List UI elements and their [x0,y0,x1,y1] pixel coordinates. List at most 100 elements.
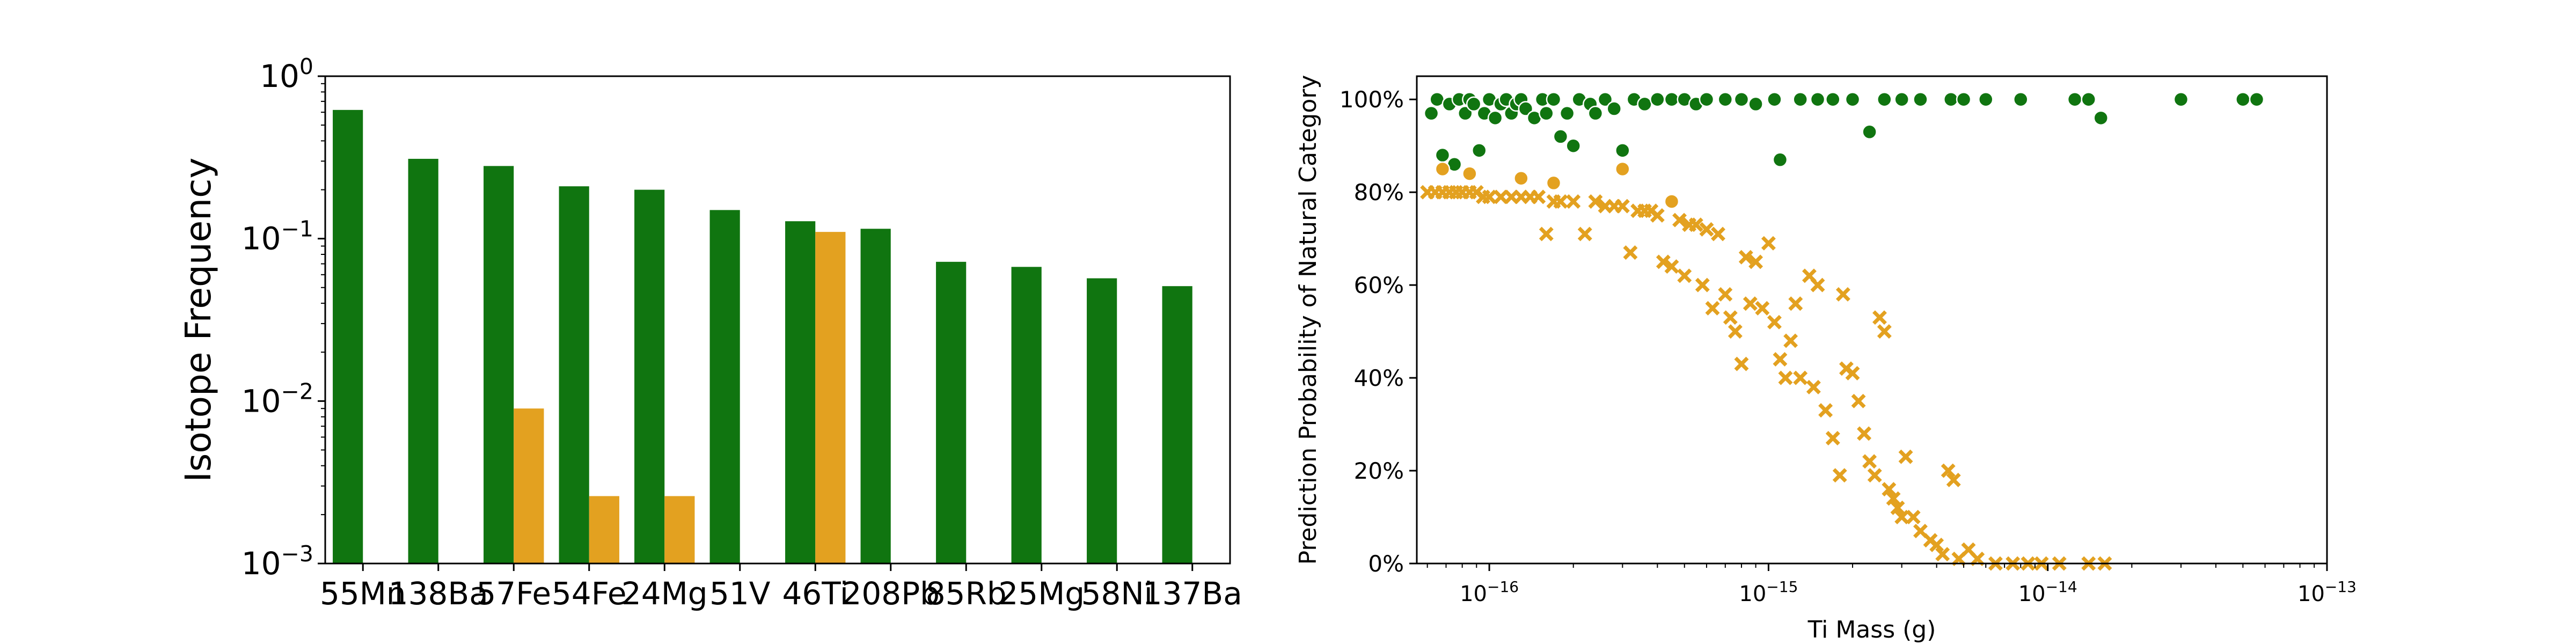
scatter-point-series-0 [2249,91,2265,107]
scatter-point-series-0 [1894,91,1909,107]
scatter-point-series-0 [1772,152,1788,167]
scatter-point-series-1 [1435,161,1451,177]
bar-57Fe-series-1 [514,408,544,564]
scatter-point-series-0 [2081,91,2096,107]
bar-54Fe-series-0 [559,186,589,564]
scatter-x-marker-series-2 [1929,537,1944,552]
bar-y-tick-label: 10−2 [241,378,313,419]
scatter-x-marker-series-2 [1906,510,1921,524]
bar-24Mg-series-0 [634,189,665,564]
scatter-point-series-0 [1471,143,1487,158]
scatter-x-marker-series-2 [1857,426,1872,441]
bar-46Ti-series-0 [785,221,816,564]
scatter-x-marker-series-2 [1835,287,1850,302]
scatter-point-series-0 [1717,91,1733,107]
scatter-x-marker-series-2 [1734,356,1749,371]
scatter-point-series-0 [1664,91,1680,107]
scatter-x-marker-series-2 [1588,194,1603,209]
bar-y-tick-label: 10−3 [241,541,313,582]
scatter-point-series-0 [2093,110,2109,126]
bar-series-group [333,109,1192,564]
bar-y-axis-label: Isotope Frequency [178,158,219,482]
scatter-x-marker-series-2 [1738,250,1753,265]
scatter-x-marker-series-2 [1898,449,1913,464]
scatter-point-series-1 [1513,170,1529,186]
scatter-y-tick-label: 20% [1354,458,1404,484]
scatter-x-marker-series-2 [1677,268,1692,283]
scatter-x-marker-series-2 [1886,491,1901,506]
scatter-x-marker-series-2 [1482,189,1497,204]
prediction-probability-scatter-chart: 0%20%40%60%80%100% 10−16 10−15 10−14 10−13 … [1294,75,2357,643]
bar-85Rb-series-0 [936,261,967,564]
scatter-x-tick-label: 10−14 [2018,578,2077,606]
scatter-y-ticks: 0% 20% 40% 60% 80% 100% [1340,86,1417,577]
scatter-series-group [1420,91,2265,571]
scatter-x-marker-series-2 [1793,370,1808,385]
scatter-point-series-0 [1539,105,1554,121]
scatter-point-series-0 [2013,91,2029,107]
scatter-x-marker-series-2 [1755,301,1770,316]
scatter-point-series-0 [1615,143,1630,158]
scatter-plot-frame [1416,75,2328,565]
scatter-x-marker-series-2 [1890,500,1905,515]
bar-x-tick-label: 25Mg [998,575,1085,612]
scatter-x-marker-series-2 [1728,324,1743,339]
scatter-point-series-0 [1466,96,1482,112]
scatter-point-series-0 [1845,91,1861,107]
scatter-point-series-1 [1462,166,1477,181]
scatter-x-marker-series-2 [1783,333,1798,348]
bar-y-tick-label: 10−1 [241,216,313,257]
scatter-x-marker-series-2 [1718,287,1733,302]
scatter-point-series-0 [1559,105,1575,121]
scatter-point-series-1 [1546,175,1562,191]
scatter-point-series-0 [1825,91,1841,107]
scatter-x-marker-series-2 [1699,222,1714,237]
bar-x-tick-label: 55Mn [320,575,406,612]
scatter-x-marker-series-2 [1825,431,1840,445]
scatter-x-marker-series-2 [1862,454,1877,469]
scatter-x-tick-label: 10−13 [2297,578,2357,606]
scatter-point-series-0 [1913,91,1928,107]
scatter-point-series-0 [2173,91,2189,107]
scatter-point-series-0 [1435,147,1451,163]
scatter-point-series-0 [1792,91,1808,107]
scatter-x-marker-series-2 [1531,189,1546,204]
scatter-x-marker-series-2 [1767,314,1782,330]
bar-24Mg-series-1 [664,496,695,564]
scatter-point-series-0 [1943,91,1959,107]
scatter-x-marker-series-2 [1566,194,1581,209]
scatter-y-tick-label: 60% [1354,272,1404,298]
scatter-x-marker-series-2 [1705,301,1720,316]
bar-54Fe-series-1 [589,496,619,564]
scatter-x-marker-series-2 [1615,199,1630,214]
bar-51V-series-0 [709,210,740,564]
bar-x-tick-label: 24Mg [621,575,708,612]
bar-25Mg-series-0 [1011,267,1042,564]
scatter-point-series-0 [1699,91,1715,107]
scatter-y-tick-label: 100% [1340,86,1404,113]
scatter-point-series-0 [1565,138,1581,153]
scatter-point-series-0 [1606,101,1622,116]
bar-x-tick-label: 208Pb [842,575,940,612]
scatter-point-series-0 [1733,91,1750,107]
bar-208Pb-series-0 [860,229,891,564]
scatter-x-marker-series-2 [1867,468,1882,483]
bar-x-tick-label: 138Ba [389,575,488,612]
scatter-x-marker-series-2 [1743,296,1758,311]
scatter-point-series-0 [1553,129,1569,144]
scatter-x-marker-series-2 [1935,547,1950,562]
scatter-x-marker-series-2 [1946,472,1961,487]
scatter-point-series-0 [1748,96,1763,112]
scatter-x-axis-label: Ti Mass (g) [1807,616,1936,643]
scatter-point-series-0 [2067,91,2083,107]
scatter-point-series-0 [1978,91,1994,107]
scatter-x-marker-series-2 [1941,463,1956,478]
bar-58Ni-series-0 [1087,278,1117,564]
scatter-x-ticks: 10−16 10−15 10−14 10−13 [1426,564,2357,606]
scatter-x-marker-series-2 [1806,379,1821,394]
bar-x-tick-label: 57Fe [476,575,551,612]
scatter-x-marker-series-2 [1748,254,1763,269]
